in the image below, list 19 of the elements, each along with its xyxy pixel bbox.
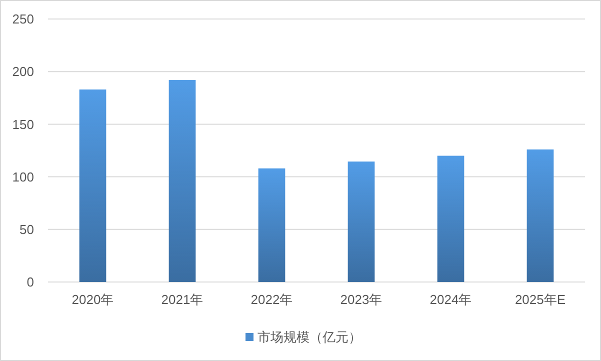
y-tick-label: 0 [26,274,34,290]
y-tick-label: 200 [12,64,34,80]
bar [348,162,375,282]
y-tick-label: 250 [12,12,34,27]
y-tick-label: 150 [12,116,34,132]
bar [437,156,464,282]
x-tick-label: 2020年 [72,292,114,307]
x-tick-label: 2022年 [250,292,293,307]
legend-label: 市场规模（亿元） [258,330,362,345]
y-tick-label: 50 [20,222,34,237]
bar [258,168,286,282]
y-tick-label: 100 [12,169,34,184]
bar [168,80,196,282]
bar [526,149,554,282]
x-tick-label: 2021年 [161,292,204,307]
bar [79,89,106,282]
x-tick-label: 2024年 [430,292,472,307]
x-tick-label: 2025年E [514,292,566,307]
x-tick-label: 2023年 [340,292,382,307]
